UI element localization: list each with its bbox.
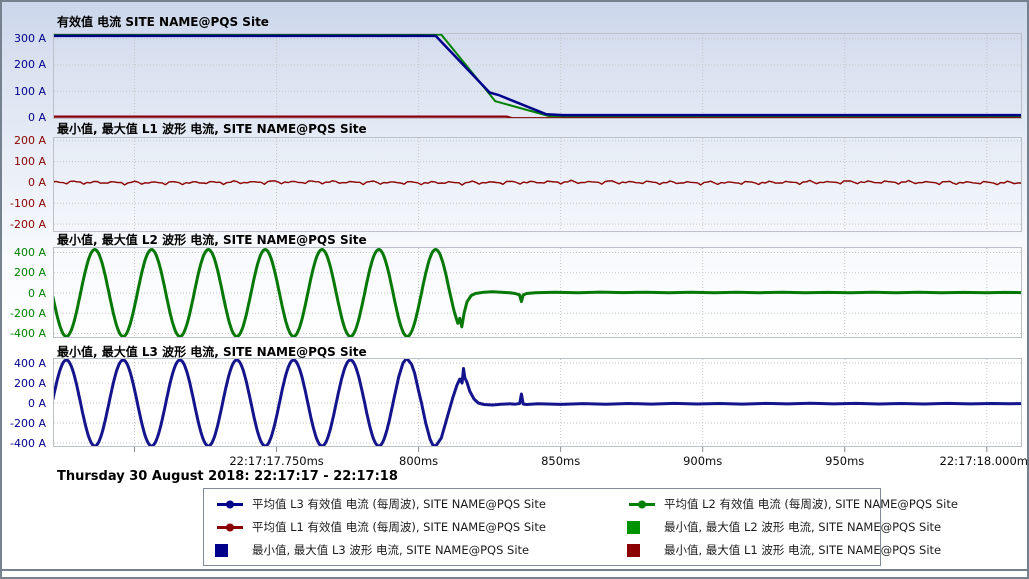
legend-item-avg-l1-rms: 平均值 L1 有效值 电流 (每周波), SITE NAME@PQS Site xyxy=(215,516,627,538)
minmax-l3-wave-marker xyxy=(215,543,228,557)
series-l3-rms xyxy=(53,34,1022,117)
plot-l1-waveform xyxy=(53,137,1022,232)
legend-line-glyph xyxy=(629,500,655,508)
legend-box: 平均值 L3 有效值 电流 (每周波), SITE NAME@PQS Site … xyxy=(203,488,958,566)
y-tick-label-l3-waveform: 0 A xyxy=(27,396,46,410)
series-l2-rms xyxy=(53,33,1022,118)
y-tick-label-l3-waveform: -400 A xyxy=(10,436,46,450)
legend-item-minmax-l3-wave: 最小值, 最大值 L3 波形 电流, SITE NAME@PQS Site xyxy=(215,539,627,561)
x-tick-label: 22:17:18.000ms xyxy=(939,454,1029,468)
y-tick-label-l2-waveform: 0 A xyxy=(27,286,46,300)
y-tick-label-l3-waveform: 200 A xyxy=(13,376,46,390)
legend-line-glyph xyxy=(217,500,243,508)
legend-label: 最小值, 最大值 L2 波形 电流, SITE NAME@PQS Site xyxy=(664,520,942,534)
y-tick-label-l2-waveform: 200 A xyxy=(13,266,46,280)
legend-item-avg-l3-rms: 平均值 L3 有效值 电流 (每周波), SITE NAME@PQS Site xyxy=(215,493,627,515)
plot-border xyxy=(53,137,1022,232)
panel-title-l3-waveform: 最小值, 最大值 L3 波形 电流, SITE NAME@PQS Site xyxy=(57,345,367,359)
avg-l2-rms-marker xyxy=(627,498,657,511)
minmax-l2-wave-marker xyxy=(627,520,640,534)
legend-item-avg-l2-rms: 平均值 L2 有效值 电流 (每周波), SITE NAME@PQS Site xyxy=(627,493,958,515)
series-l2-wave xyxy=(53,248,1022,338)
x-tick-label: 22:17:17.750ms xyxy=(229,454,324,468)
avg-l3-rms-marker xyxy=(215,498,245,511)
x-axis-ticks xyxy=(134,447,988,452)
y-tick-label-l2-waveform: 400 A xyxy=(13,246,46,260)
y-tick-label-rms-current: 200 A xyxy=(13,58,46,72)
plot-border xyxy=(53,247,1022,338)
x-tick-label: 900ms xyxy=(683,454,723,468)
panel-title-l2-waveform: 最小值, 最大值 L2 波形 电流, SITE NAME@PQS Site xyxy=(57,233,367,247)
plot-l2-waveform xyxy=(53,247,1022,338)
panel-title-l1-waveform: 最小值, 最大值 L1 波形 电流, SITE NAME@PQS Site xyxy=(57,122,367,136)
series-l1-wave xyxy=(53,179,1022,186)
y-tick-label-l1-waveform: 100 A xyxy=(13,155,46,169)
bottom-divider xyxy=(0,569,1029,571)
avg-l1-rms-marker xyxy=(215,521,245,534)
y-tick-label-l2-waveform: -200 A xyxy=(10,306,46,320)
plot-l3-waveform xyxy=(53,358,1022,447)
y-tick-label-l1-waveform: -100 A xyxy=(10,196,46,210)
panel-title-rms-current: 有效值 电流 SITE NAME@PQS Site xyxy=(57,15,269,29)
chart-background xyxy=(2,2,1027,570)
plot-border xyxy=(53,33,1022,119)
series-l3-wave xyxy=(53,358,1022,447)
y-tick-label-l3-waveform: 400 A xyxy=(13,356,46,370)
minmax-l1-wave-marker xyxy=(627,543,640,557)
y-tick-label-rms-current: 300 A xyxy=(13,32,46,46)
legend-item-minmax-l1-wave: 最小值, 最大值 L1 波形 电流, SITE NAME@PQS Site xyxy=(627,539,958,561)
legend-label: 最小值, 最大值 L1 波形 电流, SITE NAME@PQS Site xyxy=(664,543,942,557)
y-tick-label-l1-waveform: 0 A xyxy=(27,175,46,189)
plot-rms-current xyxy=(53,33,1022,119)
y-tick-label-rms-current: 100 A xyxy=(13,84,46,98)
legend-label: 最小值, 最大值 L3 波形 电流, SITE NAME@PQS Site xyxy=(252,543,530,557)
y-tick-label-rms-current: 0 A xyxy=(27,110,46,124)
y-tick-label-l1-waveform: 200 A xyxy=(13,134,46,148)
plot-border xyxy=(53,358,1022,447)
legend-label: 平均值 L3 有效值 电流 (每周波), SITE NAME@PQS Site xyxy=(252,497,546,511)
x-tick-label: 800ms xyxy=(399,454,439,468)
y-tick-label-l3-waveform: -200 A xyxy=(10,416,46,430)
legend-label: 平均值 L2 有效值 电流 (每周波), SITE NAME@PQS Site xyxy=(664,497,958,511)
time-range-label: Thursday 30 August 2018: 22:17:17 - 22:1… xyxy=(57,469,398,484)
x-tick-label: 950ms xyxy=(825,454,865,468)
legend-item-minmax-l2-wave: 最小值, 最大值 L2 波形 电流, SITE NAME@PQS Site xyxy=(627,516,958,538)
y-tick-label-l1-waveform: -200 A xyxy=(10,217,46,231)
legend-line-glyph xyxy=(217,523,243,531)
legend-label: 平均值 L1 有效值 电流 (每周波), SITE NAME@PQS Site xyxy=(252,520,546,534)
y-tick-label-l2-waveform: -400 A xyxy=(10,326,46,340)
x-tick-label: 850ms xyxy=(541,454,581,468)
